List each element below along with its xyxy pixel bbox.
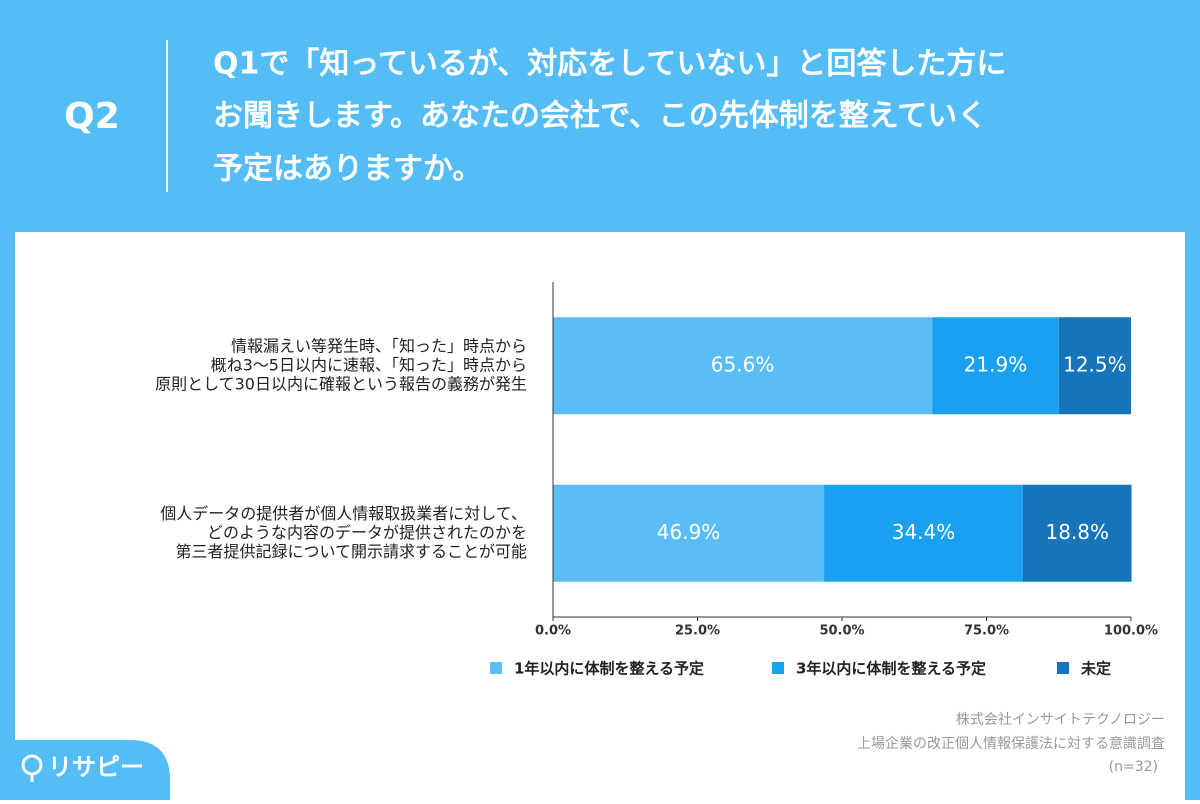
x-tick-label: 100.0% xyxy=(1104,624,1158,639)
source-survey: 上場企業の改正個人情報保護法に対する意識調査 xyxy=(857,735,1165,752)
sample-size: (n=32) xyxy=(1109,759,1158,775)
bar-segment xyxy=(932,317,1059,415)
legend-swatch xyxy=(772,662,784,674)
y-tick-label: 情報漏えい等発生時、「知った」時点から xyxy=(231,336,527,355)
y-tick-label: 原則として30日以内に確報という報告の義務が発生 xyxy=(155,374,527,393)
legend-label: 1年以内に体制を整える予定 xyxy=(514,660,704,678)
bar-segment xyxy=(553,484,825,582)
legend-label: 未定 xyxy=(1080,660,1111,678)
value-label: 46.9% xyxy=(657,520,721,544)
bar-segment xyxy=(1022,484,1132,582)
question-label: Q2 xyxy=(64,96,120,137)
x-tick-label: 25.0% xyxy=(675,624,720,639)
value-label: 21.9% xyxy=(964,352,1028,376)
value-label: 65.6% xyxy=(711,352,775,376)
value-label: 34.4% xyxy=(892,520,956,544)
legend-label: 3年以内に体制を整える予定 xyxy=(796,660,986,678)
value-label: 18.8% xyxy=(1045,520,1109,544)
logo-bg xyxy=(0,740,170,800)
x-tick-label: 0.0% xyxy=(535,624,571,639)
y-tick-label: どのような内容のデータが提供されたのかを xyxy=(207,523,527,542)
bar-segment xyxy=(1058,317,1131,415)
question-line: Q1で「知っているが、対応をしていない」と回答した方に xyxy=(213,47,1006,82)
question-line: 予定はありますか。 xyxy=(213,152,482,187)
bar-segment xyxy=(824,484,1023,582)
x-tick-label: 50.0% xyxy=(819,624,864,639)
bar-segment xyxy=(553,317,933,415)
x-tick-label: 75.0% xyxy=(964,624,1009,639)
y-tick-label: 概ね3〜5日以内に速報、「知った」時点から xyxy=(211,355,527,374)
value-label: 12.5% xyxy=(1063,352,1127,376)
legend-swatch xyxy=(490,662,502,674)
y-tick-label: 個人データの提供者が個人情報取扱業者に対して、 xyxy=(160,504,527,523)
source-company: 株式会社インサイトテクノロジー xyxy=(956,712,1165,728)
y-tick-label: 第三者提供記録について開示請求することが可能 xyxy=(175,542,527,561)
logo: リサピー xyxy=(48,753,144,781)
legend-swatch xyxy=(1057,662,1069,674)
question-line: お聞きします。あなたの会社で、この先体制を整えていく xyxy=(213,99,987,134)
